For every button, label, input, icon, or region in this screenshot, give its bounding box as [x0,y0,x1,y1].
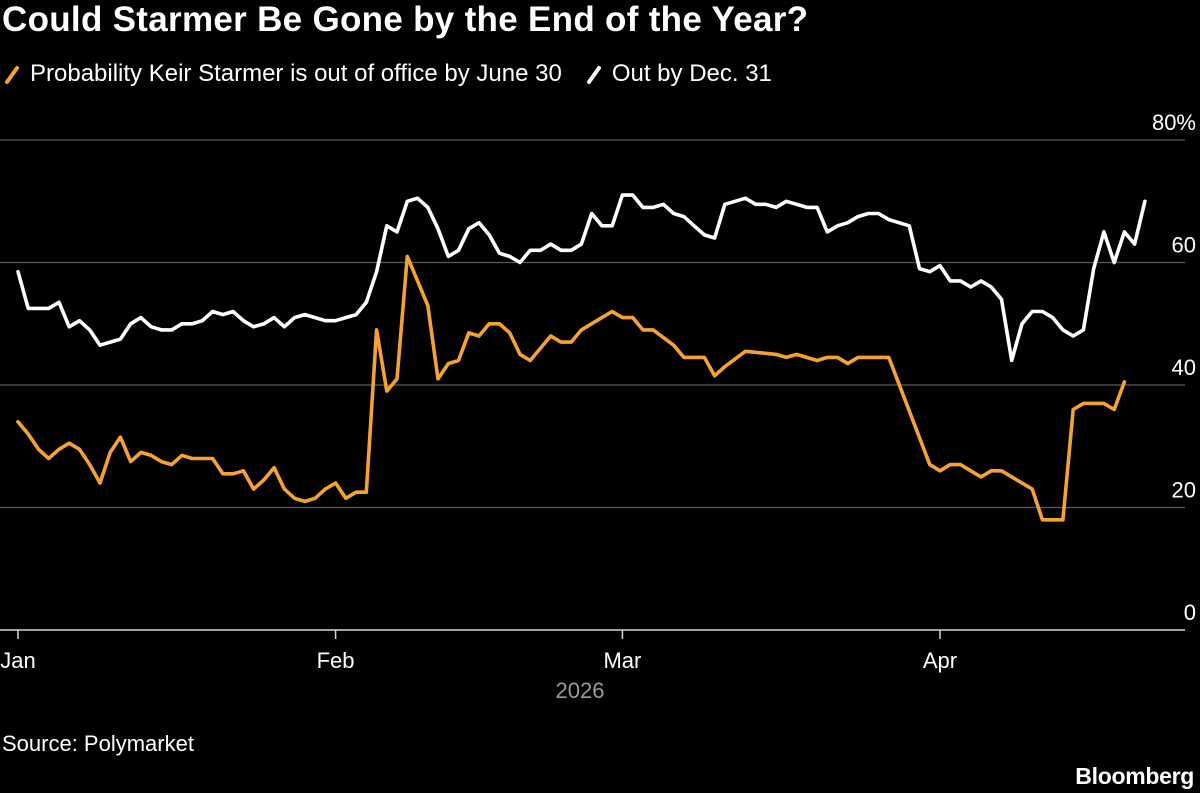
legend-item-dec: Out by Dec. 31 [586,60,772,88]
legend-label-dec: Out by Dec. 31 [611,60,772,87]
series-line-june30 [16,254,1127,522]
y-tick-label: 0 [1184,600,1196,625]
legend: Probability Keir Starmer is out of offic… [4,60,796,88]
y-tick-label: 60 [1172,233,1196,258]
x-tick-label: Mar [603,648,641,673]
source-note: Source: Polymarket [2,731,194,756]
bloomberg-logo: Bloomberg [1075,763,1194,789]
chart-title: Could Starmer Be Gone by the End of the … [2,0,809,39]
x-tick-label: Apr [923,648,957,673]
legend-swatch-june [5,66,19,84]
legend-item-june: Probability Keir Starmer is out of offic… [4,60,562,88]
x-tick-label: Jan [0,648,35,673]
x-tick-label: Feb [317,648,355,673]
x-axis-year-label: 2026 [556,678,605,703]
legend-label-june: Probability Keir Starmer is out of offic… [30,60,562,87]
y-tick-label: 80% [1152,110,1196,135]
legend-swatch-dec [586,66,601,84]
series-line-dec31 [16,193,1147,363]
y-tick-label: 40 [1172,355,1196,380]
y-tick-label: 20 [1172,478,1196,503]
